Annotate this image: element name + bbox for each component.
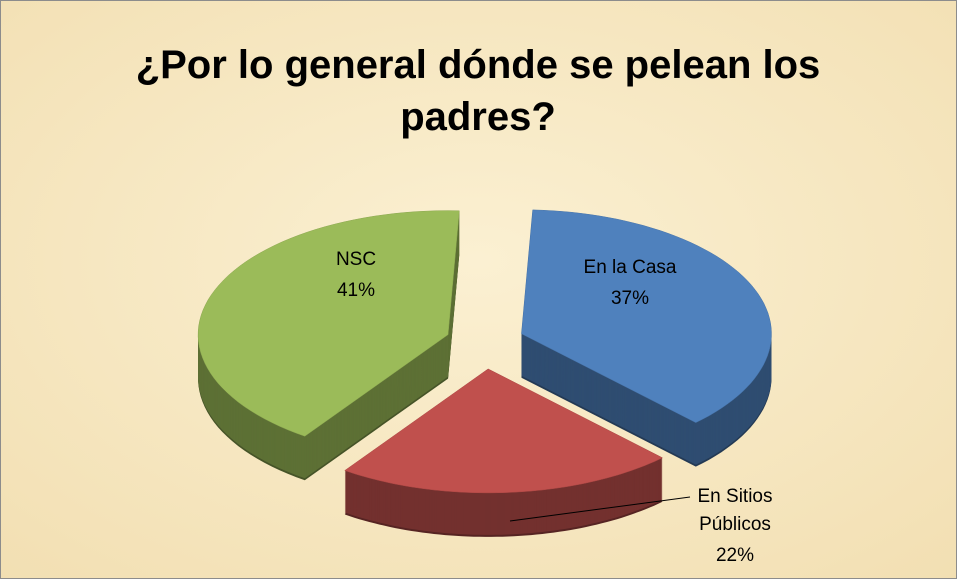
data-label-value: 41% [337, 280, 375, 301]
slice [197, 210, 460, 437]
slice [344, 368, 664, 494]
chart-title: ¿Por lo general dónde se pelean los padre… [136, 43, 821, 139]
data-label-category: NSC [336, 249, 376, 270]
data-label-value: 22% [716, 545, 754, 566]
data-label-category: En la Casa [584, 257, 677, 278]
slice [521, 209, 772, 423]
data-label-value: 37% [611, 288, 649, 309]
data-label-category: En Sitios Públicos [698, 486, 773, 535]
leader-line [509, 496, 691, 522]
